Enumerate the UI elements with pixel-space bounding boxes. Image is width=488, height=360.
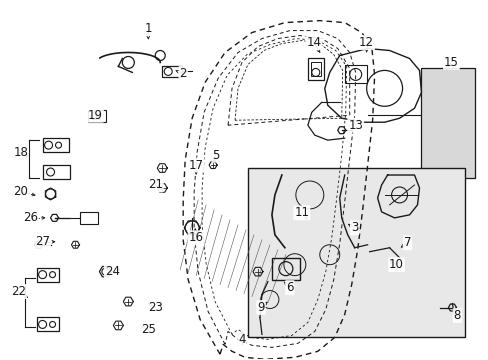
Text: 18: 18 xyxy=(13,145,28,159)
Bar xyxy=(310,62,320,76)
Text: 26: 26 xyxy=(23,211,38,224)
Text: 3: 3 xyxy=(350,221,358,234)
Text: 5: 5 xyxy=(212,149,219,162)
Text: 6: 6 xyxy=(285,281,293,294)
Text: 19: 19 xyxy=(88,109,102,122)
Text: 15: 15 xyxy=(443,56,458,69)
Bar xyxy=(421,68,474,178)
Bar xyxy=(162,67,182,77)
Text: 1: 1 xyxy=(144,22,152,35)
Text: 17: 17 xyxy=(188,158,203,172)
Text: 20: 20 xyxy=(13,185,28,198)
Text: 16: 16 xyxy=(188,231,203,244)
Text: 4: 4 xyxy=(238,333,245,346)
Text: 27: 27 xyxy=(35,235,50,248)
Text: 24: 24 xyxy=(104,265,120,278)
Bar xyxy=(271,258,299,280)
Bar xyxy=(344,66,366,84)
Text: 25: 25 xyxy=(141,323,155,336)
Bar xyxy=(37,318,59,332)
Text: 7: 7 xyxy=(403,236,410,249)
Text: 23: 23 xyxy=(147,301,163,314)
Text: 8: 8 xyxy=(453,309,460,322)
Text: 14: 14 xyxy=(305,36,321,49)
Text: 22: 22 xyxy=(11,285,26,298)
Text: 12: 12 xyxy=(358,36,373,49)
Bar xyxy=(37,268,59,282)
Bar xyxy=(307,58,323,80)
Text: 9: 9 xyxy=(257,301,264,314)
Bar xyxy=(247,168,465,337)
Bar xyxy=(88,110,106,122)
Text: 21: 21 xyxy=(147,179,163,192)
Text: 10: 10 xyxy=(388,258,403,271)
Bar xyxy=(42,165,70,179)
Bar xyxy=(81,212,98,224)
Text: 2: 2 xyxy=(179,67,186,80)
Text: 13: 13 xyxy=(347,119,363,132)
Bar xyxy=(42,138,68,152)
Text: 11: 11 xyxy=(294,206,309,219)
